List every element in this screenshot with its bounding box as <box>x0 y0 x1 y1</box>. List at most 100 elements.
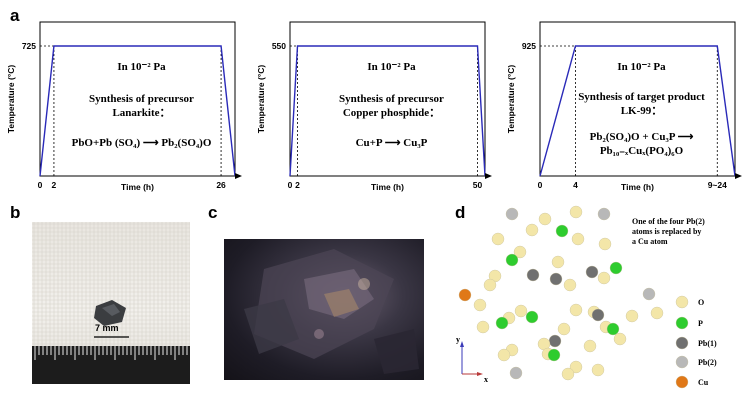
y-tick-label: 925 <box>522 41 536 51</box>
panel-label-c: c <box>208 203 218 222</box>
atom-p <box>505 253 519 267</box>
panel-label-a: a <box>10 6 20 25</box>
y-tick-label: 725 <box>22 41 36 51</box>
atom-o <box>513 245 527 259</box>
atom-o <box>563 278 577 292</box>
temperature-line <box>539 45 736 177</box>
microscope-photo <box>224 239 424 380</box>
atom-pb1 <box>548 334 562 348</box>
x-tick-label: 0 <box>38 180 43 190</box>
atom-o <box>569 303 583 317</box>
atom-o <box>650 306 664 320</box>
plot-frame <box>289 21 486 177</box>
chart-a1: 725 0 2 26 Time (h) Temperature (°C) In 10⁻² P… <box>6 21 242 192</box>
atom-pb1 <box>549 272 563 286</box>
atom-o <box>561 367 575 381</box>
atom-o <box>483 278 497 292</box>
chart-annotation: In 10⁻² Pa <box>367 61 416 73</box>
legend-swatch <box>675 336 689 350</box>
x-tick-label: 9~24 <box>708 180 727 190</box>
sample-photo: 7 mm <box>32 222 190 384</box>
chart-annotation: LK-99： <box>621 105 663 117</box>
x-tick-label: 2 <box>295 180 300 190</box>
structure-note: a Cu atom <box>632 237 668 246</box>
atom-o <box>473 298 487 312</box>
atom-o <box>491 232 505 246</box>
atom-cu <box>458 288 472 302</box>
scale-bar-label: 7 mm <box>95 323 119 333</box>
chart-annotation: Synthesis of target product <box>578 91 705 103</box>
legend-label: Pb(2) <box>698 358 717 367</box>
atom-o <box>538 212 552 226</box>
x-tick-label: 4 <box>573 180 578 190</box>
atom-o <box>625 309 639 323</box>
atom-o <box>525 223 539 237</box>
x-tick-label: 50 <box>473 180 483 190</box>
x-tick-label: 0 <box>288 180 293 190</box>
atom-pb1 <box>526 268 540 282</box>
plot-frame <box>39 21 236 177</box>
atom-o <box>598 237 612 251</box>
temperature-line <box>39 45 236 177</box>
atom-p <box>606 322 620 336</box>
chart-a3: 925 0 4 9~24 Time (h) Temperature (°C) In 10⁻²… <box>506 21 742 192</box>
atom-pb2 <box>597 207 611 221</box>
plot-frame <box>539 21 736 177</box>
atom-o <box>551 255 565 269</box>
panel-label-d: d <box>455 203 466 222</box>
chart-annotation: Pb₂(SO₄)O + Cu₃P ⟶ <box>590 131 694 143</box>
structure-note: atoms is replaced by <box>632 227 701 236</box>
atom-p <box>609 261 623 275</box>
x-tick-label: 2 <box>52 180 57 190</box>
y-arrow <box>460 341 464 347</box>
chart-annotation: Synthesis of precursor <box>339 93 444 105</box>
legend-label: Pb(1) <box>698 339 717 348</box>
atom-o <box>597 271 611 285</box>
atom-p <box>495 316 509 330</box>
chart-annotation: Copper phosphide： <box>343 107 440 119</box>
y-tick-label: 550 <box>272 41 286 51</box>
chart-a2: 550 0 2 50 Time (h) Temperature (°C) In 10⁻² P… <box>256 21 492 192</box>
y-axis-label: Temperature (°C) <box>6 65 16 134</box>
atom-o <box>583 339 597 353</box>
atom-o <box>497 348 511 362</box>
structure-note: One of the four Pb(2) <box>632 217 705 226</box>
temperature-line <box>289 45 486 177</box>
x-arrow <box>477 372 483 376</box>
axis-x-label: x <box>484 375 488 384</box>
chart-annotation: Pb₁₀₋ₓCuₓ(PO₄)₆O <box>600 145 684 157</box>
atom-pb1 <box>591 308 605 322</box>
x-axis-label: Time (h) <box>621 182 654 192</box>
chart-annotation: Synthesis of precursor <box>89 93 194 105</box>
x-tick-label: 0 <box>538 180 543 190</box>
chart-annotation: In 10⁻² Pa <box>117 61 166 73</box>
atom-o <box>514 304 528 318</box>
chart-annotation: Lanarkite： <box>112 107 170 119</box>
chart-annotation: In 10⁻² Pa <box>617 61 666 73</box>
legend-label: O <box>698 298 704 307</box>
atom-p <box>555 224 569 238</box>
atom-o <box>591 363 605 377</box>
x-tick-label: 26 <box>216 180 226 190</box>
legend-swatch <box>675 316 689 330</box>
atom-pb2 <box>505 207 519 221</box>
atom-pb2 <box>509 366 523 380</box>
y-axis-label: Temperature (°C) <box>256 65 266 134</box>
atom-pb2 <box>642 287 656 301</box>
x-axis-label: Time (h) <box>371 182 404 192</box>
legend-swatch <box>675 295 689 309</box>
legend-label: P <box>698 319 703 328</box>
atom-p <box>547 348 561 362</box>
chart-annotation: Cu+P ⟶ Cu₃P <box>356 137 428 149</box>
crystal-structure: One of the four Pb(2)atoms is replaced b… <box>456 205 717 389</box>
legend-label: Cu <box>698 378 709 387</box>
legend-swatch <box>675 355 689 369</box>
atom-o <box>476 320 490 334</box>
atom-p <box>525 310 539 324</box>
panel-label-b: b <box>10 203 21 222</box>
atom-o <box>557 322 571 336</box>
legend-swatch <box>675 375 689 389</box>
atom-o <box>569 360 583 374</box>
atom-o <box>569 205 583 219</box>
axis-y-label: y <box>456 335 460 344</box>
